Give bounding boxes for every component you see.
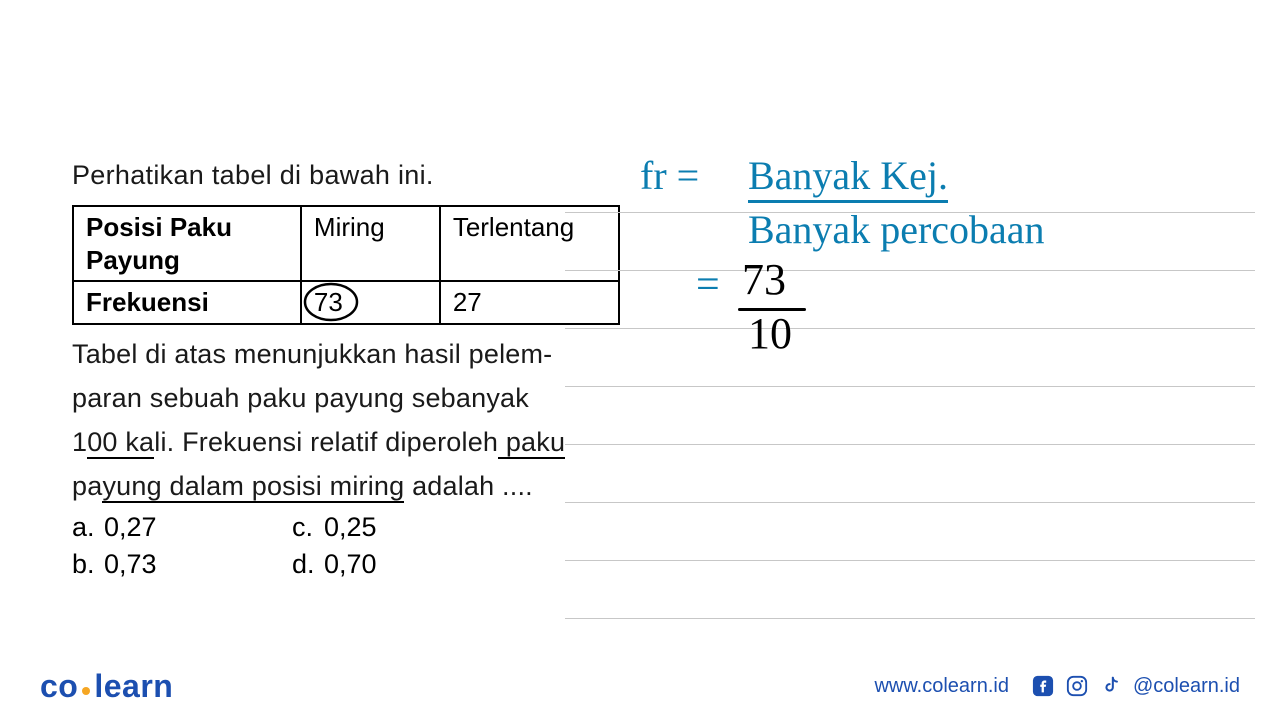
option-value: 0,73 [104,549,157,579]
col-header-miring: Miring [301,206,440,281]
tiktok-icon [1099,674,1123,698]
note-rule-line [565,386,1255,387]
underlined-text: 00 ka [87,427,154,459]
text-fragment: pa [72,471,102,501]
row-header-posisi: Posisi Paku Payung [73,206,301,281]
underlined-text: paku [498,427,565,459]
instagram-icon [1065,674,1089,698]
explanation-line-4: payung dalam posisi miring adalah .... [72,467,632,505]
row-header-frekuensi: Frekuensi [73,281,301,324]
note-rule-line [565,444,1255,445]
handwriting-denominator: Banyak percobaan [748,210,1045,250]
handwriting-fr-equals: fr = [640,156,699,196]
social-icons: @colearn.id [1031,674,1240,698]
handwriting-numerator: Banyak Kej. [748,156,948,196]
option-label: d. [292,549,324,580]
underlined-text: yung dalam posisi miring [102,471,404,503]
data-table: Posisi Paku Payung Miring Terlentang Fre… [72,205,620,325]
note-rule-line [565,328,1255,329]
brand-logo: colearn [40,668,173,705]
note-rule-line [565,618,1255,619]
note-rule-line [565,502,1255,503]
option-c: c.0,25 [292,512,512,543]
cell-miring-value: 73 [301,281,440,324]
option-a: a.0,27 [72,512,292,543]
note-rule-line [565,560,1255,561]
logo-text-co: co [40,668,78,704]
facebook-icon [1031,674,1055,698]
footer-bar: colearn www.colearn.id @colearn.id [0,662,1280,720]
handwriting-text: Banyak Kej. [748,153,948,203]
option-b: b.0,73 [72,549,292,580]
option-label: b. [72,549,104,580]
question-title: Perhatikan tabel di bawah ini. [72,160,632,191]
option-value: 0,25 [324,512,377,542]
option-label: c. [292,512,324,543]
table-row: Frekuensi 73 27 [73,281,619,324]
explanation-line-1: Tabel di atas menunjukkan hasil pelem- [72,335,632,373]
note-rule-line [565,270,1255,271]
option-label: a. [72,512,104,543]
option-value: 0,27 [104,512,157,542]
footer-handle: @colearn.id [1133,675,1240,698]
options-grid: a.0,27 c.0,25 b.0,73 d.0,70 [72,512,512,580]
footer-right: www.colearn.id @colearn.id [874,674,1240,698]
explanation-line-2: paran sebuah paku payung sebanyak [72,379,632,417]
value-73: 73 [314,287,343,317]
handwriting-equals: = [696,264,720,306]
footer-url: www.colearn.id [874,675,1009,698]
logo-dot-icon [82,687,90,695]
logo-text-learn: learn [94,668,173,704]
text-fragment: li. Frekuensi relatif diperoleh [154,427,498,457]
option-d: d.0,70 [292,549,512,580]
text-fragment: adalah .... [404,471,533,501]
table-row: Posisi Paku Payung Miring Terlentang [73,206,619,281]
option-value: 0,70 [324,549,377,579]
handwriting-frac-den: 10 [748,312,792,356]
handwriting-frac-num: 73 [742,258,786,302]
question-block: Perhatikan tabel di bawah ini. Posisi Pa… [72,160,632,580]
text-fragment: 1 [72,427,87,457]
explanation-line-3: 100 kali. Frekuensi relatif diperoleh pa… [72,423,632,461]
